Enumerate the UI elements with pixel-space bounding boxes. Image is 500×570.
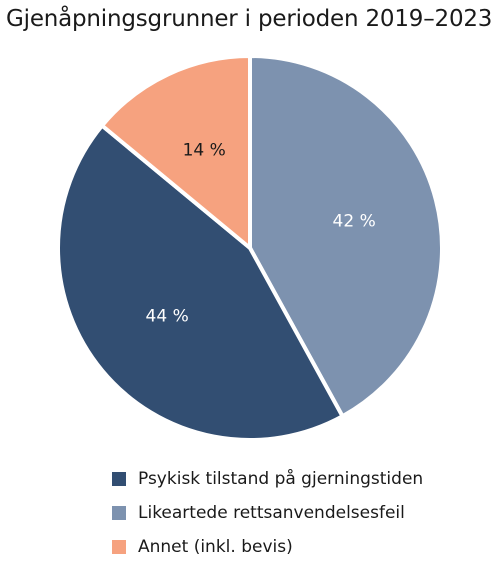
legend-item-annet: Annet (inkl. bevis) [112,530,423,564]
legend-swatch-annet [112,540,126,554]
slice-label-psykisk: 44 % [146,307,189,327]
legend-label-psykisk: Psykisk tilstand på gjerningstiden [138,469,424,489]
legend-swatch-likeartede [112,506,126,520]
slice-label-likeartede: 42 % [333,211,376,231]
legend-swatch-psykisk [112,472,126,486]
chart-title: Gjenåpningsgrunner i perioden 2019–2023 [6,6,493,32]
legend: Psykisk tilstand på gjerningstiden Likea… [112,462,423,564]
pie-slice-psykisk [56,123,345,442]
slice-label-annet: 14 % [183,141,226,161]
legend-label-likeartede: Likeartede rettsanvendelsesfeil [138,503,405,523]
pie-slice-likeartede [248,54,444,419]
pie-slice-annet [100,54,252,250]
legend-item-likeartede: Likeartede rettsanvendelsesfeil [112,496,423,530]
legend-item-psykisk: Psykisk tilstand på gjerningstiden [112,462,423,496]
legend-label-annet: Annet (inkl. bevis) [138,537,293,557]
